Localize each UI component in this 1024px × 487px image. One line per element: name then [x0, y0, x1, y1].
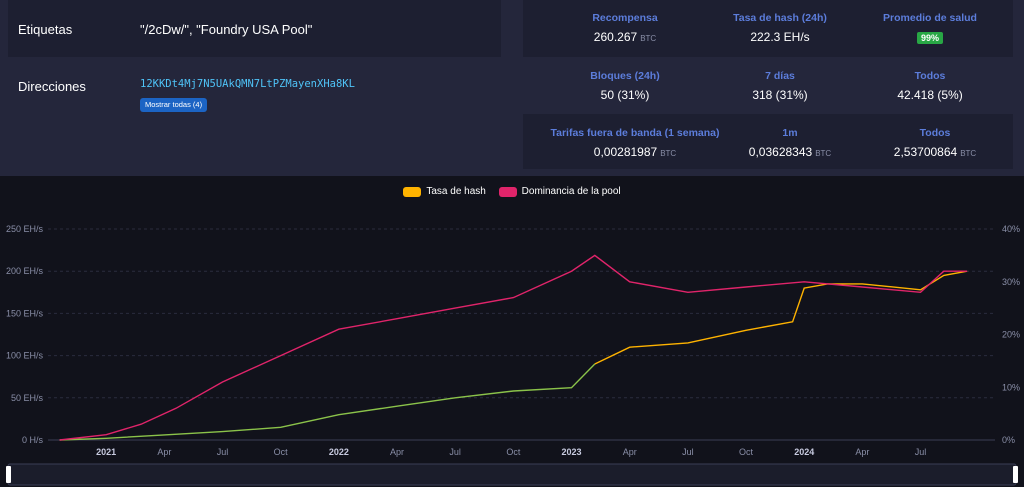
stats-row-1: [523, 0, 1013, 57]
zoom-slider-right-handle[interactable]: [1013, 466, 1018, 483]
y-left-tick-label: 150 EH/s: [6, 308, 44, 318]
x-tick-label: 2022: [329, 447, 349, 457]
hashrate-stat: Tasa de hash (24h) 222.3 EH/s: [705, 12, 855, 44]
y-right-tick-label: 20%: [1002, 330, 1020, 340]
x-tick-label: Apr: [855, 447, 869, 457]
all-blocks-label: Todos: [914, 70, 946, 82]
y-left-tick-label: 100 EH/s: [6, 351, 44, 361]
x-tick-label: Oct: [274, 447, 289, 457]
fees1m-stat: 1m 0,03628343 BTC: [715, 127, 865, 159]
legend-dominance[interactable]: Dominancia de la pool: [498, 186, 621, 197]
x-tick-label: Oct: [739, 447, 754, 457]
chart-canvas: 0 H/s 50 EH/s 100 EH/s 150 EH/s 200 EH/s 250 …: [6, 224, 1020, 486]
reward-unit: BTC: [640, 34, 657, 43]
addresses-label: Direcciones: [18, 79, 86, 94]
x-tick-label: 2024: [794, 447, 814, 457]
x-tick-label: Apr: [390, 447, 404, 457]
x-tick-label: Jul: [449, 447, 461, 457]
address-link[interactable]: 12KKDt4Mj7N5UAkQMN7LtPZMayenXHa8KL: [140, 78, 355, 90]
x-tick-label: Apr: [623, 447, 637, 457]
reward-label: Recompensa: [592, 12, 658, 24]
pool-info-panel: Etiquetas "/2cDw/", "Foundry USA Pool" D…: [0, 0, 1024, 176]
fees-value: 0,00281987: [593, 145, 658, 159]
fees1m-label: 1m: [782, 127, 798, 139]
fees-all-label: Todos: [919, 127, 951, 139]
stats-row-3: [523, 114, 1013, 169]
days7-value: 318 (31%): [752, 88, 808, 102]
all-blocks-stat: Todos 42.418 (5%): [855, 70, 1005, 102]
fees-all-stat: Todos 2,53700864 BTC: [860, 127, 1010, 159]
legend-dominance-label: Dominancia de la pool: [521, 186, 621, 197]
fees-label: Tarifas fuera de banda (1 semana): [550, 127, 720, 139]
x-tick-label: 2021: [96, 447, 116, 457]
y-right-tick-label: 10%: [1002, 382, 1020, 392]
legend-dominance-swatch: [498, 186, 517, 197]
health-stat: Promedio de salud 99%: [855, 12, 1005, 44]
health-badge: 99%: [916, 32, 943, 44]
legend-hashrate-label: Tasa de hash: [426, 186, 486, 197]
legend-hashrate-swatch: [403, 186, 422, 197]
blocks24-value: 50 (31%): [600, 88, 650, 102]
x-tick-label: Apr: [157, 447, 171, 457]
fees-stat: Tarifas fuera de banda (1 semana) 0,0028…: [535, 127, 735, 159]
x-tick-label: Oct: [506, 447, 521, 457]
hashrate-label: Tasa de hash (24h): [733, 12, 827, 24]
legend-hashrate[interactable]: Tasa de hash: [403, 186, 486, 197]
y-right-tick-label: 0%: [1002, 435, 1015, 445]
series-hashrate-early-line: [59, 363, 596, 441]
reward-stat: Recompensa 260.267 BTC: [550, 12, 700, 44]
tags-row: [8, 0, 501, 57]
y-left-tick-label: 50 EH/s: [11, 393, 44, 403]
hashrate-value: 222.3 EH/s: [750, 30, 810, 44]
y-left-tick-label: 250 EH/s: [6, 224, 44, 234]
x-tick-label: 2023: [562, 447, 582, 457]
blocks24-label: Bloques (24h): [590, 70, 660, 82]
all-blocks-value: 42.418 (5%): [897, 88, 963, 102]
tags-value: "/2cDw/", "Foundry USA Pool": [140, 22, 313, 37]
hashrate-chart: Tasa de hash Dominancia de la pool 0 H/s…: [0, 176, 1024, 487]
x-tick-label: Jul: [217, 447, 229, 457]
y-right-tick-label: 40%: [1002, 224, 1020, 234]
fees1m-value: 0,03628343: [748, 145, 813, 159]
x-tick-label: Jul: [682, 447, 694, 457]
zoom-slider-track: [7, 463, 1017, 486]
y-left-tick-label: 0 H/s: [22, 435, 44, 445]
x-tick-label: Jul: [915, 447, 927, 457]
days7-label: 7 días: [765, 70, 795, 82]
health-label: Promedio de salud: [883, 12, 977, 24]
chart-legend: Tasa de hash Dominancia de la pool: [0, 186, 1024, 200]
days7-stat: 7 días 318 (31%): [705, 70, 855, 102]
fees-all-value: 2,53700864: [893, 145, 958, 159]
fees1m-unit: BTC: [815, 149, 832, 158]
y-right-tick-label: 30%: [1002, 277, 1020, 287]
series-dominance-line: [59, 254, 968, 441]
reward-value: 260.267: [593, 30, 638, 44]
stats-row-2: [523, 58, 1013, 111]
zoom-slider-left-handle[interactable]: [6, 466, 11, 483]
blocks24-stat: Bloques (24h) 50 (31%): [550, 70, 700, 102]
fees-unit: BTC: [660, 149, 677, 158]
show-all-addresses-button[interactable]: Mostrar todas (4): [140, 98, 208, 112]
fees-all-unit: BTC: [960, 149, 977, 158]
tags-label: Etiquetas: [18, 22, 73, 37]
y-left-tick-label: 200 EH/s: [6, 266, 44, 276]
